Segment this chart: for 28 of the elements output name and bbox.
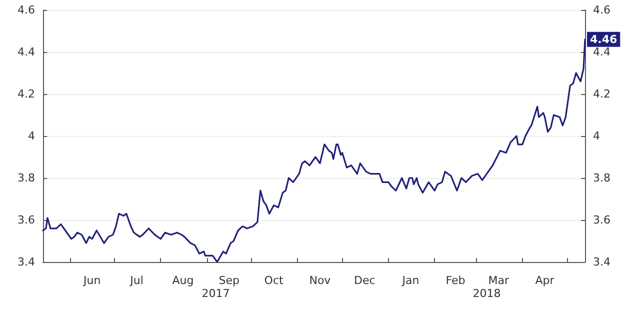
y2-tick-label: 3.4 [593, 256, 610, 268]
x-tick-label: Aug [172, 274, 194, 287]
text: 2018 [472, 287, 501, 300]
y-tick-label: 3.6 [18, 214, 35, 226]
y2-tick-label: 4.4 [593, 46, 610, 58]
y-tick-label: 4.2 [18, 88, 35, 100]
y-tick-label: 3.4 [18, 256, 35, 268]
y-tick-label: 4 [28, 130, 35, 142]
x-tick-label: Nov [309, 274, 332, 287]
y2-tick-label: 4 [593, 130, 600, 142]
x-tick-label: Jul [129, 274, 144, 287]
y2-tick-label: 4.2 [593, 88, 610, 100]
x-tick-label: Oct [264, 274, 284, 287]
y-tick-label: 4.4 [18, 46, 35, 58]
x-tick-label: Apr [535, 274, 555, 287]
x-tick-label: Jun [82, 274, 101, 287]
x-tick-label: Jan [401, 274, 420, 287]
text: 2017 [202, 287, 230, 300]
y-tick-label: 3.8 [18, 172, 35, 184]
y2-tick-label: 3.8 [593, 172, 610, 184]
y2-tick-label: 3.6 [593, 214, 610, 226]
annotation: 4.46 [590, 32, 618, 46]
x-tick-label: Sep [218, 274, 240, 287]
x-tick-label: Dec [354, 274, 376, 287]
y-tick-label: 4.6 [18, 4, 35, 16]
x-tick-label: Mar [488, 274, 510, 287]
y2-tick-label: 4.6 [593, 4, 610, 16]
x-tick-label: Feb [446, 274, 466, 287]
